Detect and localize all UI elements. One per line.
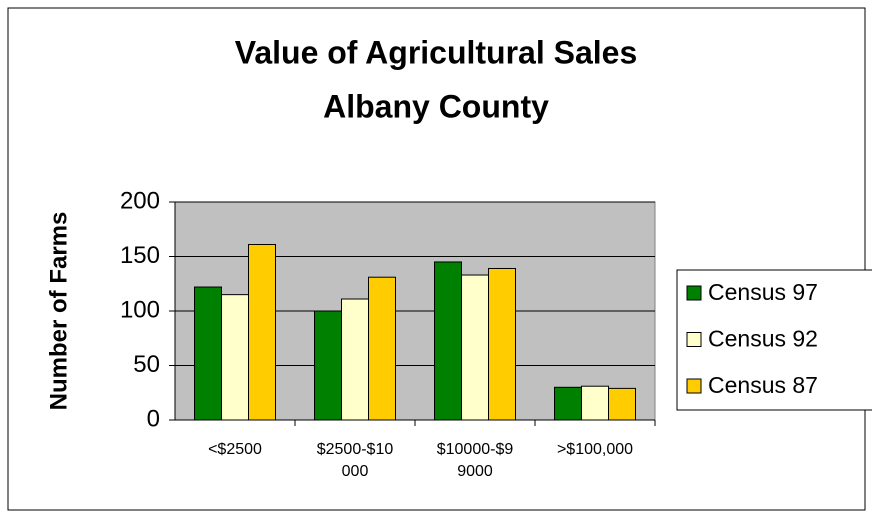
bar [194,286,222,421]
x-tick-label: >$100,000 [556,441,634,458]
bar [221,294,249,421]
y-tick-label: 0 [147,405,160,432]
bar [434,261,462,421]
bar [341,298,369,421]
legend-swatch [686,378,702,394]
legend-label: Census 92 [708,326,818,352]
bar [608,387,636,421]
x-tick-label: <$2500 [208,441,262,458]
legend-label: Census 97 [708,279,818,305]
y-tick-label: 200 [120,187,160,214]
chart-title: Value of Agricultural Sales [235,34,638,70]
bar [488,267,516,421]
bar [314,310,342,421]
bar [554,386,582,421]
x-tick-label: $2500-$10000 [316,441,394,480]
legend [676,269,872,411]
bar [581,385,609,421]
y-tick-label: 150 [120,242,160,269]
bar [368,276,396,421]
chart-subtitle: Albany County [323,88,549,124]
bar [461,274,489,421]
x-tick-label: $10000-$99000 [436,441,514,480]
legend-label: Census 87 [708,372,818,398]
y-tick-label: 50 [133,351,160,378]
y-axis-label: Number of Farms [45,212,72,411]
legend-swatch [686,285,702,301]
bar [248,244,276,421]
legend-swatch [686,332,702,347]
y-tick-label: 100 [120,296,160,323]
